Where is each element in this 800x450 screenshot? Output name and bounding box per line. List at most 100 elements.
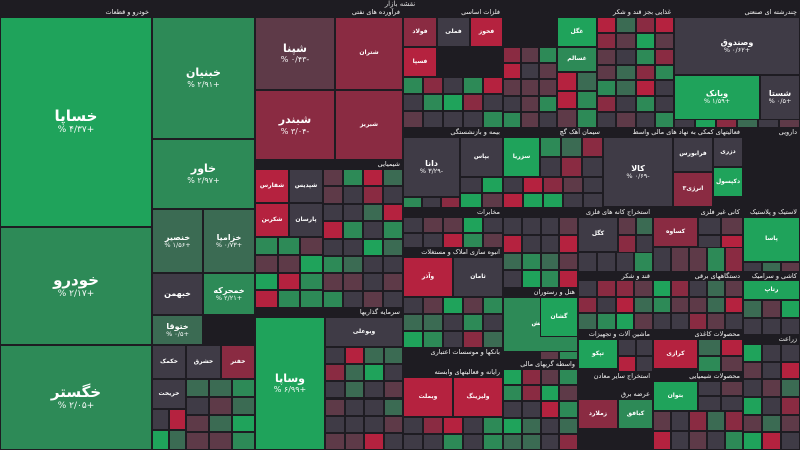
treemap-filler-cell — [255, 254, 278, 273]
treemap-filler-cell — [762, 300, 781, 318]
treemap-filler-cell — [689, 411, 707, 431]
treemap-filler-cell — [698, 381, 721, 396]
treemap-filler-cell — [503, 111, 521, 128]
treemap-filler-cell — [363, 221, 383, 239]
sector-label: عرضه برق — [621, 390, 650, 398]
stock-tile[interactable]: وبوعلی — [325, 317, 403, 347]
stock-tile[interactable]: کبافق — [618, 399, 653, 429]
stock-tile[interactable]: فخوز — [470, 17, 503, 47]
stock-tile[interactable]: غسالم — [557, 47, 597, 72]
treemap-filler-cell — [363, 255, 383, 274]
stock-tile[interactable]: انرژی۳ — [673, 172, 713, 207]
treemap-filler-cell — [597, 80, 617, 97]
stock-tile[interactable]: وصندوق% ۰/۶۲+ — [674, 17, 800, 75]
treemap-filler-cell — [725, 313, 743, 330]
stock-tile[interactable]: وساپا% ۶/۹۹+ — [255, 317, 325, 450]
stock-tile[interactable]: پاسا — [743, 217, 800, 262]
sector-label: انبوه سازی املاک و مستغلات — [421, 248, 500, 256]
stock-tile[interactable]: خمحرکه% ۲/۲۱+ — [203, 273, 255, 315]
sector-label: بیمه و بازنشستگی — [450, 128, 500, 136]
stock-tile[interactable]: شفارس — [255, 169, 289, 203]
stock-symbol: دکپسول — [715, 177, 741, 185]
treemap-filler-cell — [323, 238, 343, 256]
stock-tile[interactable]: بپاس — [460, 137, 503, 177]
sector-label: واسطه گریهای مالی — [520, 360, 575, 368]
treemap-filler-cell — [596, 313, 616, 330]
stock-tile[interactable]: فملی — [437, 17, 470, 47]
treemap-filler-cell — [540, 137, 561, 157]
stock-tile[interactable]: شبندر% ۳/۰۴- — [255, 90, 335, 160]
stock-tile[interactable]: سزریا — [503, 137, 540, 177]
stock-tile[interactable]: خزامیا% ۰/۷۳+ — [203, 209, 255, 273]
stock-tile[interactable]: خبنیان% ۲/۹۱+ — [152, 17, 255, 139]
treemap-filler-cell — [559, 369, 578, 386]
stock-tile[interactable]: شکربن — [255, 203, 289, 237]
stock-tile[interactable]: رتاپ — [743, 280, 800, 300]
stock-tile[interactable]: فولاد — [403, 17, 437, 47]
treemap-filler-cell — [403, 197, 422, 208]
treemap-filler-cell — [363, 186, 383, 204]
sector-label: لاستیک و پلاستیک — [749, 208, 797, 216]
stock-change: % ۰/۶۲+ — [723, 45, 751, 54]
stock-symbol: خودرو — [53, 271, 99, 290]
stock-tile[interactable]: غگل — [557, 17, 597, 47]
stock-tile[interactable]: شستا% ۰/۵+ — [760, 75, 800, 120]
stock-tile[interactable]: خکمک — [152, 345, 186, 379]
stock-tile[interactable]: شپنا% ۰/۴۳- — [255, 17, 335, 90]
stock-tile[interactable]: خاور% ۲/۹۷+ — [152, 139, 255, 209]
treemap-filler-cell — [634, 280, 653, 297]
treemap-filler-cell — [707, 280, 725, 297]
stock-tile[interactable]: تپکو — [578, 339, 618, 369]
stock-tile[interactable]: ثامان — [453, 257, 503, 297]
stock-tile[interactable]: کالا% ۰/۶۹- — [603, 137, 673, 207]
stock-symbol: کساوه — [665, 227, 686, 235]
stock-tile[interactable]: خنصیر% ۱/۵۶+ — [152, 209, 203, 273]
stock-tile[interactable]: شبریز — [335, 90, 403, 160]
stock-tile[interactable]: فسپا — [403, 47, 437, 77]
stock-tile[interactable]: بتوان — [653, 381, 698, 411]
treemap-filler-cell — [725, 296, 743, 314]
treemap-filler-cell — [616, 32, 636, 49]
stock-tile[interactable]: کرازی — [653, 339, 698, 369]
treemap-filler-cell — [720, 381, 743, 396]
treemap-filler-cell — [300, 272, 323, 291]
stock-tile[interactable]: کگل — [578, 217, 618, 252]
treemap-filler-cell — [615, 280, 635, 297]
stock-tile[interactable]: شتران — [335, 17, 403, 90]
stock-tile[interactable]: پارسان — [289, 203, 323, 237]
stock-symbol: خگستر — [50, 382, 102, 401]
treemap-filler-cell — [654, 64, 674, 81]
stock-tile[interactable]: وبملت — [403, 377, 453, 417]
treemap-filler-cell — [423, 297, 443, 314]
treemap-filler-cell — [561, 137, 582, 157]
treemap-filler-cell — [781, 361, 800, 380]
stock-tile[interactable]: گشان — [540, 297, 578, 337]
stock-symbol: زملارد — [588, 409, 608, 417]
stock-tile[interactable]: ولیزینگ — [453, 377, 503, 417]
stock-tile[interactable]: خودرو% ۲/۱۷+ — [0, 227, 152, 345]
stock-tile[interactable]: وبانک% ۱/۵۹+ — [674, 75, 760, 120]
stock-tile[interactable]: خریخت — [152, 379, 186, 409]
stock-symbol: خمحرکه — [213, 285, 245, 295]
stock-tile[interactable]: شپدیس — [289, 169, 323, 203]
stock-tile[interactable]: ختوقا% ۰/۵+ — [152, 315, 203, 345]
stock-tile[interactable]: دکپسول — [713, 167, 743, 197]
stock-tile[interactable]: فرابورس — [673, 137, 713, 172]
treemap-filler-cell — [463, 111, 483, 128]
stock-tile[interactable]: خگستر% ۲/۰۵+ — [0, 345, 152, 450]
stock-tile[interactable]: زملارد — [578, 399, 618, 429]
treemap-filler-cell — [543, 177, 563, 193]
treemap-filler-cell — [698, 217, 721, 236]
stock-tile[interactable]: دانا% ۳/۲۹- — [403, 137, 460, 197]
treemap-filler-cell — [559, 234, 578, 253]
stock-tile[interactable]: خساپا% ۴/۳۷+ — [0, 17, 152, 227]
treemap-filler-cell — [481, 177, 503, 193]
stock-tile[interactable]: خفنر — [221, 345, 255, 379]
stock-tile[interactable]: وآذر — [403, 257, 453, 297]
treemap-filler-cell — [596, 296, 616, 314]
stock-tile[interactable]: خبهمن — [152, 273, 203, 315]
stock-tile[interactable]: دزری — [713, 137, 743, 167]
sector-label: استخراج کانه های فلزی — [586, 208, 650, 216]
stock-tile[interactable]: کساوه — [653, 217, 698, 247]
stock-tile[interactable]: خشرق — [186, 345, 221, 379]
